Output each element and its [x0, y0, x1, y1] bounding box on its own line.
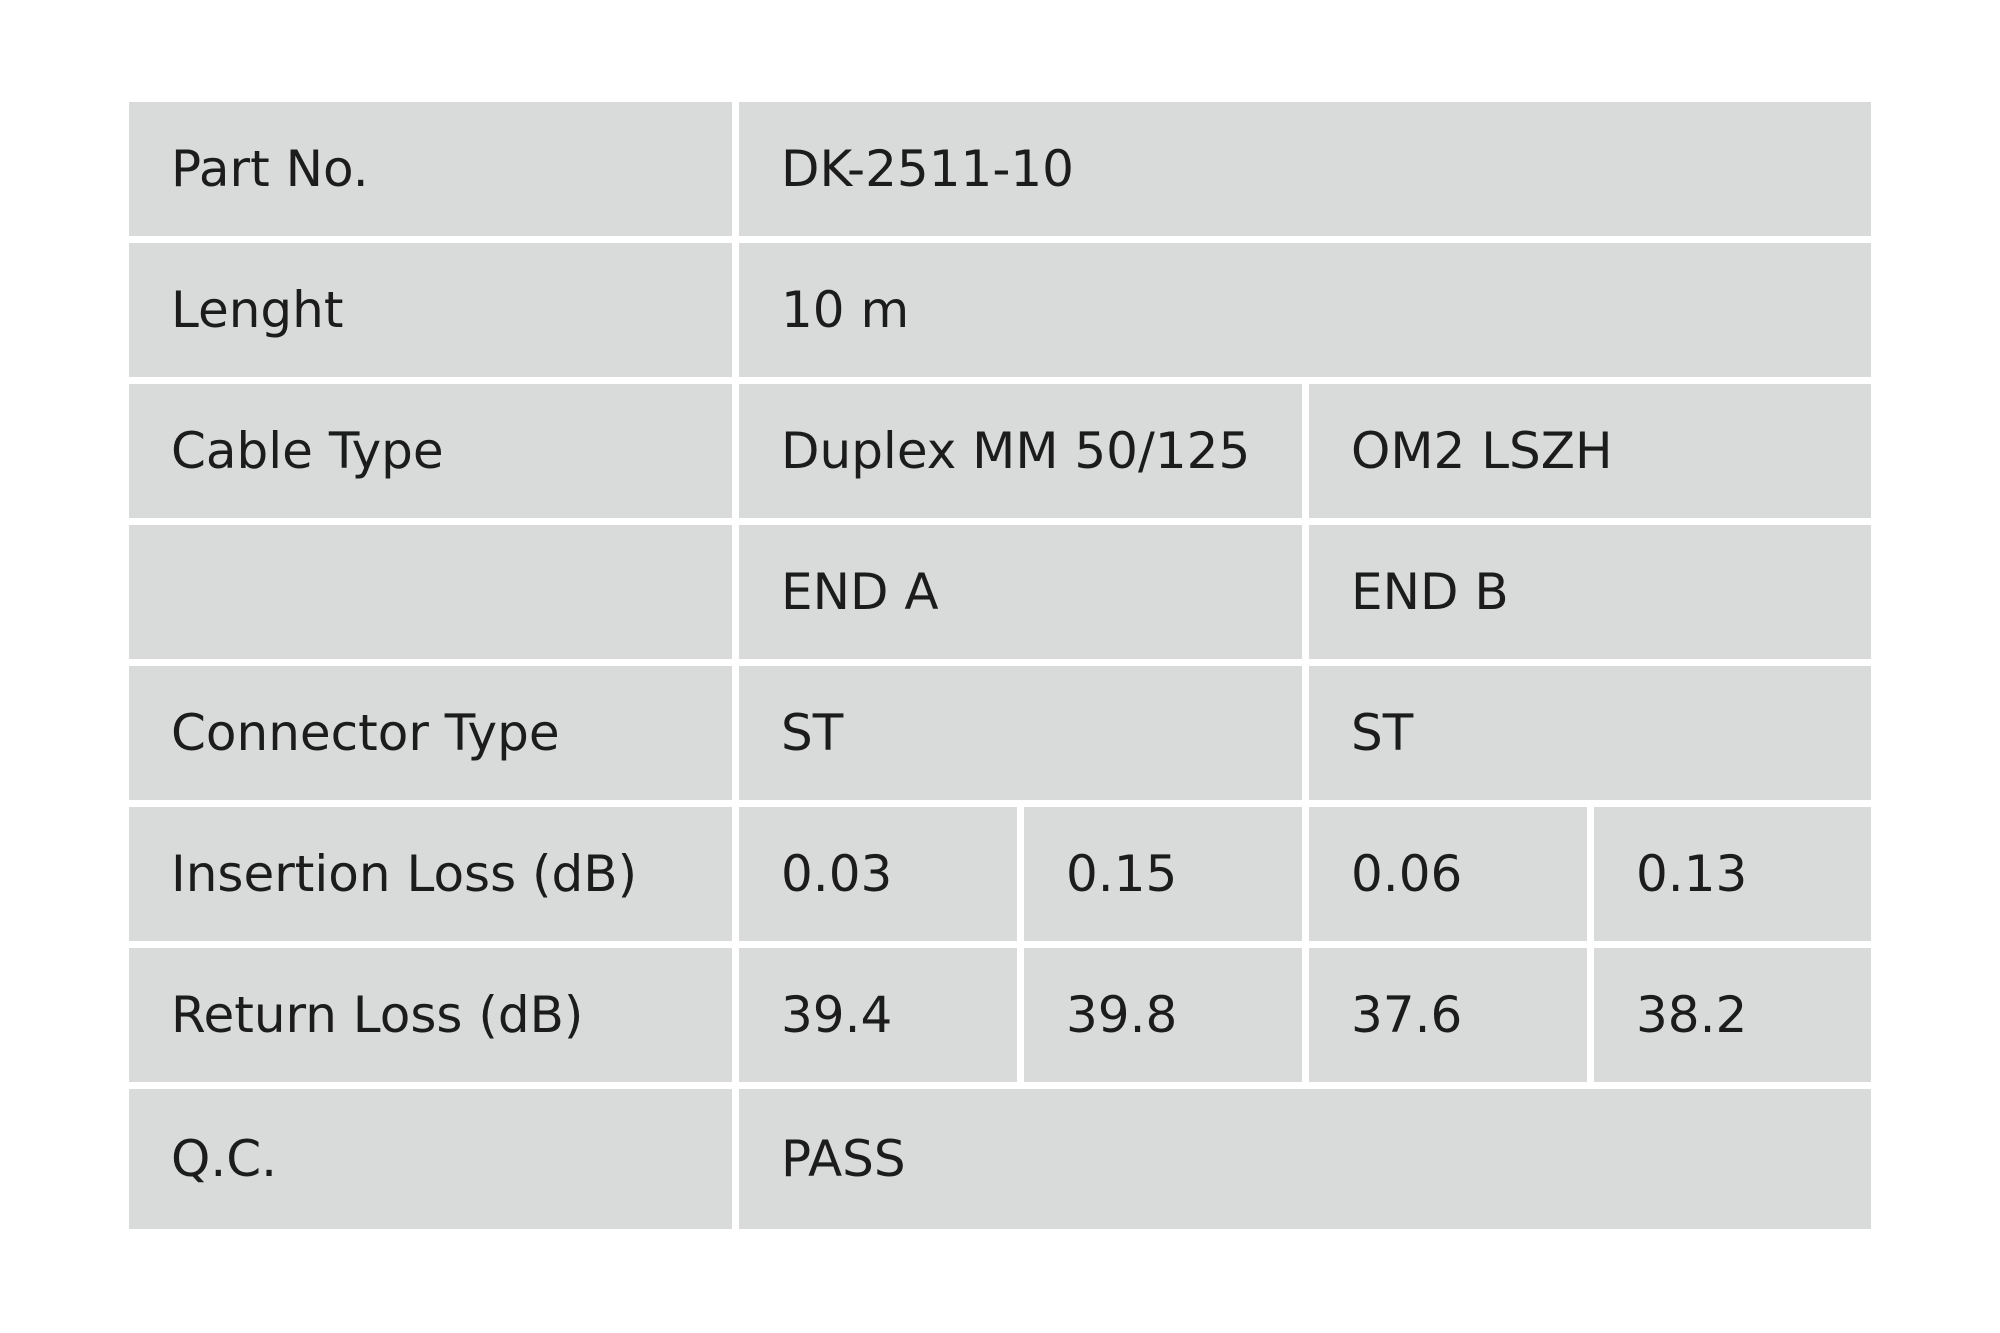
row-value: PASS	[739, 1089, 1871, 1229]
row-label	[129, 525, 732, 659]
row-label: Connector Type	[129, 666, 732, 800]
row-value: END A	[739, 525, 1302, 659]
spec-table: Part No. DK-2511-10 Lenght 10 m Cable Type Du…	[129, 102, 1871, 1229]
row-value: DK-2511-10	[739, 102, 1871, 236]
row-value: 37.6	[1309, 948, 1587, 1082]
row-value: ST	[739, 666, 1302, 800]
row-value: 0.15	[1024, 807, 1302, 941]
row-label: Q.C.	[129, 1089, 732, 1229]
row-value: 39.4	[739, 948, 1017, 1082]
row-label: Lenght	[129, 243, 732, 377]
row-value: 39.8	[1024, 948, 1302, 1082]
row-value: 10 m	[739, 243, 1871, 377]
row-label: Part No.	[129, 102, 732, 236]
row-value: OM2 LSZH	[1309, 384, 1871, 518]
row-value: 0.06	[1309, 807, 1587, 941]
row-label: Cable Type	[129, 384, 732, 518]
row-value: END B	[1309, 525, 1871, 659]
row-value: 0.03	[739, 807, 1017, 941]
row-label: Insertion Loss (dB)	[129, 807, 732, 941]
row-value: ST	[1309, 666, 1871, 800]
row-value: 0.13	[1594, 807, 1871, 941]
row-value: 38.2	[1594, 948, 1871, 1082]
row-label: Return Loss (dB)	[129, 948, 732, 1082]
row-value: Duplex MM 50/125	[739, 384, 1302, 518]
